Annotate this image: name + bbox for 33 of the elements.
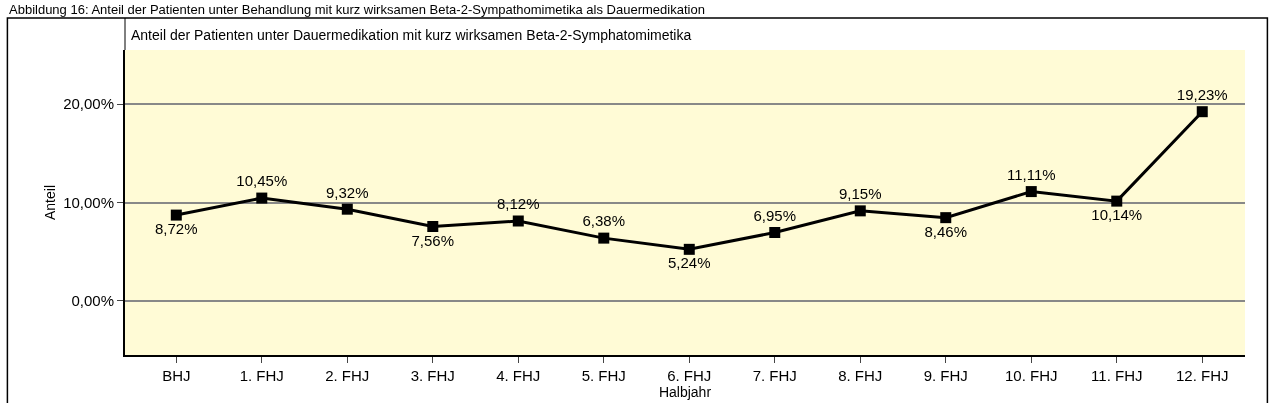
data-label: 11,11% [1006,165,1056,183]
y-tick-label: 10,00% [63,193,114,211]
data-label: 9,32% [326,183,369,201]
x-tick-label: 6. FHJ [667,367,712,384]
x-tick-label: 5. FHJ [581,367,626,384]
data-label: 19,23% [1176,86,1228,104]
data-label: 7,56% [411,231,455,249]
y-tick-label: 20,00% [63,95,114,113]
x-tick-label: 3. FHJ [410,367,455,384]
x-tick-label: 9. FHJ [923,367,968,384]
data-label: 8,72% [155,220,198,238]
y-axis-title: Anteil [42,184,59,221]
data-label: 8,12% [497,195,540,213]
x-tick-label: 11. FHJ [1091,367,1143,384]
data-label: 10,14% [1091,206,1143,224]
y-tick-label: 0,00% [71,292,114,310]
x-tick-label: 12. FHJ [1175,367,1229,384]
x-tick-label: 1. FHJ [239,367,284,384]
x-axis-title: Halbjahr [658,384,712,400]
x-tick-label: 4. FHJ [496,367,541,384]
data-label: 6,95% [753,206,797,224]
data-label: 6,38% [582,212,626,230]
data-label: 8,46% [924,222,968,240]
x-tick-label: 10. FHJ [1005,367,1058,384]
data-label: 10,45% [236,172,288,190]
x-tick-label: BHJ [162,367,191,384]
chart-title: Abbildung 16: Anteil der Patienten unter Behandlung mit kurz wirksamen Beta-2-Sympathomimetika als Dauermedikation [9,2,705,17]
data-label: 9,15% [839,185,882,203]
x-tick-label: 7. FHJ [752,367,797,384]
chart-subtitle: Anteil der Patienten unter Dauermedikation mit kurz wirksamen Beta-2-Symphatomimetika [131,27,692,43]
x-tick-label: 8. FHJ [838,367,883,384]
x-tick-label: 2. FHJ [325,367,370,384]
data-label: 5,24% [668,254,711,272]
